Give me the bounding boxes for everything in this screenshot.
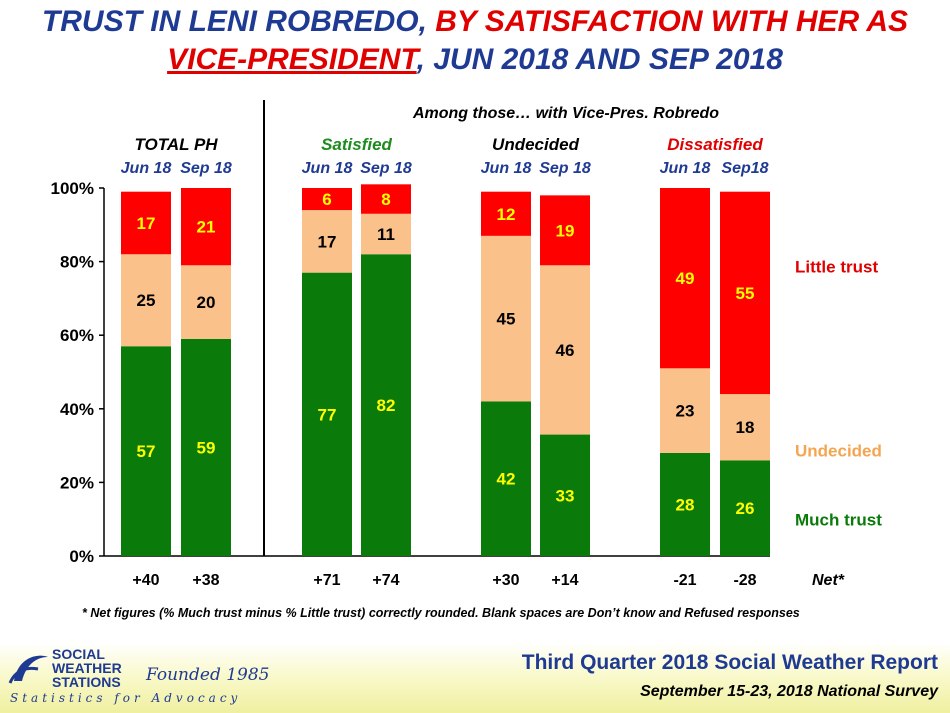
net-value: +30	[492, 572, 519, 589]
data-label-little: 8	[381, 190, 390, 209]
data-label-much: 82	[377, 396, 396, 415]
bar-segment-much	[481, 401, 531, 556]
y-tick-label: 0%	[69, 547, 94, 566]
bar-segment-little	[540, 195, 590, 266]
data-label-little: 49	[676, 269, 695, 288]
logo-line-1: SOCIAL	[52, 646, 105, 662]
data-label-much: 28	[676, 495, 695, 514]
legend-label-much: Much trust	[795, 511, 882, 530]
net-value: +74	[372, 572, 399, 589]
y-tick-label: 60%	[60, 326, 94, 345]
bar-segment-undecided	[361, 213, 411, 255]
net-value: -28	[733, 572, 756, 589]
data-label-undecided: 20	[197, 293, 216, 312]
bar-segment-little	[181, 188, 231, 266]
data-label-undecided: 11	[377, 225, 395, 244]
net-value: +71	[313, 572, 340, 589]
logo-line-3: STATIONS	[52, 674, 121, 690]
report-title: Third Quarter 2018 Social Weather Report	[521, 651, 938, 674]
founded-text: Founded 1985	[146, 665, 270, 685]
group-label: Dissatisfied	[667, 135, 763, 154]
net-label: Net*	[812, 572, 845, 589]
data-label-undecided: 25	[137, 291, 156, 310]
bar-segment-much	[121, 346, 171, 556]
data-label-little: 19	[556, 221, 575, 240]
y-tick-label: 100%	[51, 179, 94, 198]
data-label-much: 57	[137, 442, 156, 461]
title-part-blue: TRUST IN LENI ROBREDO,	[41, 5, 436, 38]
bar-segment-little	[660, 188, 710, 369]
group-label: Undecided	[492, 135, 580, 154]
bar-segment-much	[302, 272, 352, 556]
data-label-little: 55	[736, 284, 755, 303]
chart-title-line2: VICE-PRESIDENT, JUN 2018 AND SEP 2018	[0, 42, 950, 78]
net-value: +14	[551, 572, 578, 589]
period-label: Sep18	[721, 160, 768, 177]
legend-label-undecided: Undecided	[795, 441, 882, 460]
data-label-much: 77	[318, 405, 337, 424]
title-part-dates: , JUN 2018 AND SEP 2018	[416, 43, 783, 76]
period-label: Sep 18	[360, 160, 412, 177]
bar-segment-little	[361, 184, 411, 214]
bar-segment-much	[540, 434, 590, 556]
sws-logo-name: SOCIAL WEATHER STATIONS	[52, 647, 122, 689]
net-value: +40	[132, 572, 159, 589]
legend-label-little: Little trust	[795, 258, 878, 277]
data-label-undecided: 18	[736, 418, 755, 437]
data-label-much: 42	[497, 470, 516, 489]
period-label: Jun 18	[302, 160, 353, 177]
footer-banner: SOCIAL WEATHER STATIONS Founded 1985 Sta…	[0, 643, 950, 713]
bar-segment-undecided	[720, 394, 770, 461]
bar-segment-undecided	[540, 265, 590, 435]
bar-segment-undecided	[181, 265, 231, 339]
bar-segment-much	[181, 338, 231, 556]
data-label-undecided: 45	[497, 310, 516, 329]
sws-logo-icon	[8, 655, 48, 684]
period-label: Jun 18	[660, 160, 711, 177]
bar-segment-undecided	[481, 235, 531, 402]
stacked-bar-chart: Among those… with Vice-Pres. Robredo 0% 2…	[51, 100, 882, 589]
bar-segment-much	[720, 460, 770, 556]
y-tick-label: 40%	[60, 400, 94, 419]
bar-segment-little	[481, 191, 531, 236]
bar-segment-undecided	[302, 210, 352, 273]
period-label: Sep 18	[180, 160, 232, 177]
bar-segment-undecided	[121, 254, 171, 347]
tagline: Statistics for Advocacy	[10, 691, 242, 705]
bar-segment-little	[302, 188, 352, 211]
data-label-undecided: 17	[318, 232, 337, 251]
net-value: -21	[673, 572, 696, 589]
data-label-much: 33	[556, 486, 575, 505]
chart-supertitle: Among those… with Vice-Pres. Robredo	[412, 105, 719, 122]
data-label-much: 26	[736, 499, 755, 518]
period-label: Jun 18	[121, 160, 172, 177]
group-label: TOTAL PH	[134, 135, 218, 154]
bar-segment-little	[720, 191, 770, 395]
title-part-underlined: VICE-PRESIDENT	[167, 43, 417, 76]
bar-segment-much	[660, 452, 710, 556]
bar-segment-undecided	[660, 368, 710, 453]
title-part-red: BY SATISFACTION WITH HER AS	[435, 5, 909, 38]
period-label: Sep 18	[539, 160, 591, 177]
data-label-little: 21	[197, 218, 216, 237]
data-label-little: 12	[497, 205, 516, 224]
chart-title-line1: TRUST IN LENI ROBREDO, BY SATISFACTION W…	[0, 4, 950, 40]
data-label-undecided: 46	[556, 341, 575, 360]
logo-line-2: WEATHER	[52, 660, 122, 676]
period-label: Jun 18	[481, 160, 532, 177]
data-label-undecided: 23	[676, 402, 695, 421]
bar-segment-little	[121, 191, 171, 255]
data-label-little: 6	[322, 190, 331, 209]
data-label-little: 17	[137, 214, 156, 233]
sws-logo: SOCIAL WEATHER STATIONS Founded 1985 Sta…	[8, 645, 278, 709]
net-value: +38	[192, 572, 219, 589]
y-tick-label: 20%	[60, 473, 94, 492]
footnote: * Net figures (% Much trust minus % Litt…	[82, 606, 800, 620]
group-label: Satisfied	[321, 135, 392, 154]
y-tick-label: 80%	[60, 253, 94, 272]
data-label-much: 59	[197, 438, 216, 457]
survey-dates: September 15-23, 2018 National Survey	[640, 683, 938, 700]
bar-segment-much	[361, 254, 411, 557]
